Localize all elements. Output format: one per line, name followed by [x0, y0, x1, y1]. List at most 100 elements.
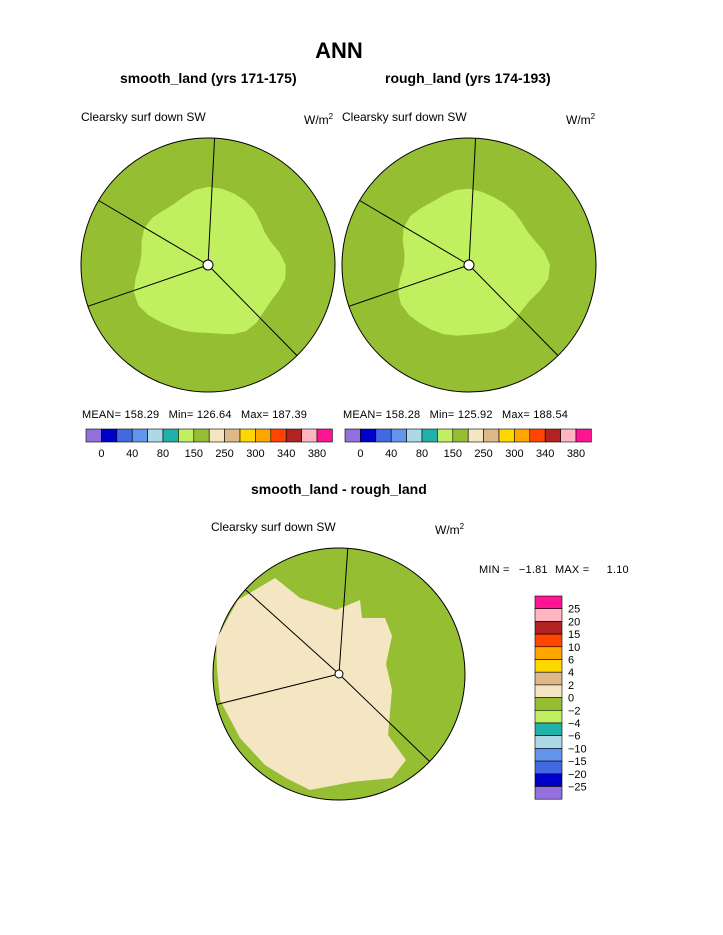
panel-2-colorbar-box [375, 428, 392, 443]
panel-3-colorbar-tick-label: 6 [568, 655, 574, 667]
panel-3-colorbar-box [534, 735, 563, 749]
panel-3-colorbar-box [534, 760, 563, 775]
panel-3-colorbar-box [534, 633, 563, 648]
panel-3-meridian-line [338, 673, 430, 762]
panel-2-colorbar-tick-label: 40 [385, 448, 397, 460]
panel-2-colorbar-tick-label: 300 [505, 448, 523, 460]
panel-3-colorbar-box [534, 646, 563, 660]
panel-2-min-value: 125.92 [457, 409, 493, 421]
panel-3-colorbar-tick-label: 2 [568, 680, 574, 692]
panel-2-inner-region [397, 188, 550, 336]
panel-1-colorbar-box [208, 428, 225, 443]
panel-2-colorbar-box [421, 428, 438, 443]
panel-1-mean-label: MEAN= [82, 409, 122, 421]
panel-2-mean-label: MEAN= [343, 409, 383, 421]
panel-3-colorbar-tick-label: −10 [568, 743, 587, 755]
panel-3-meridian-line [338, 548, 349, 675]
panel-1-units-exponent: 2 [328, 112, 334, 121]
panel-2-max-value: 188.54 [533, 409, 569, 421]
panel-3-colorbar-box [534, 608, 563, 622]
panel-3-colorbar-box [534, 659, 563, 673]
panel-3-colorbar-box [534, 684, 563, 698]
panel-1-pole-marker [202, 259, 214, 271]
panel-3-min-value: −1.81 [518, 564, 548, 576]
panel-1-meridian-line [207, 138, 216, 266]
panel-3-units-base: W/m [435, 523, 460, 537]
panel-1-colorbar-tick-label: 250 [215, 448, 233, 460]
panel-3-colorbar-tick-label: 25 [568, 604, 580, 616]
panel-1-colorbar-box [285, 428, 302, 443]
panel-1-colorbar-tick-label: 40 [126, 448, 138, 460]
panel-3-colorbar-tick-label: 10 [568, 642, 580, 654]
panel-1-colorbar-box [85, 428, 102, 443]
panel-1-max-value: 187.39 [272, 409, 308, 421]
panel-1-colorbar-box [239, 428, 256, 443]
panel-2-colorbar-box [544, 428, 561, 443]
panel-3-colorbar-tick-label: −25 [568, 782, 587, 794]
panel-2-meridian-line [359, 200, 470, 266]
panel-3-units-exponent: 2 [459, 522, 465, 531]
panel-1-min-value: 126.64 [196, 409, 232, 421]
panel-3-colorbar-tick-label: −6 [568, 731, 581, 743]
panel-1-max-label: Max= [240, 409, 269, 421]
panel-3-title: smooth_land - rough_land [251, 481, 427, 497]
panel-2-colorbar-box [483, 428, 500, 443]
panel-1-stats: MEAN= 158.29 Min= 126.64 Max= 187.39 [82, 409, 307, 421]
panel-3-variable-label: Clearsky surf down SW [211, 520, 336, 534]
panel-2-meridian-line [348, 264, 470, 307]
panel-1-colorbar-box [316, 428, 333, 443]
panel-2-colorbar-box [344, 428, 361, 443]
panel-3-colorbar-tick-label: 20 [568, 616, 580, 628]
panel-2-mean-value: 158.28 [385, 409, 421, 421]
panel-2-colorbar-tick-label: 380 [567, 448, 585, 460]
panel-1-colorbar-tick-label: 80 [157, 448, 169, 460]
panel-2-colorbar-box [560, 428, 577, 443]
panel-1-colorbar-box [301, 428, 318, 443]
panel-2-colorbar-tick-label: 0 [357, 448, 363, 460]
panel-2-colorbar-box [390, 428, 407, 443]
panel-3-stats: MIN = −1.81 MAX = 1.10 [479, 564, 629, 576]
panel-3-colorbar-box [534, 786, 563, 800]
panel-1-colorbar-tick-label: 150 [185, 448, 203, 460]
panel-3-min-label: MIN = [479, 564, 510, 576]
panel-2-units: W/m2 [566, 112, 595, 127]
panel-2-stats: MEAN= 158.28 Min= 125.92 Max= 188.54 [343, 409, 568, 421]
panel-3-colorbar-tick-label: 15 [568, 629, 580, 641]
panel-2-colorbar-box [360, 428, 377, 443]
panel-3-colorbar-box [534, 595, 563, 609]
panel-3-colorbar-tick-label: −2 [568, 705, 581, 717]
panel-1-variable-label: Clearsky surf down SW [81, 110, 206, 124]
panel-3-colorbar-tick-label: 0 [568, 693, 574, 705]
panel-3-colorbar-box [534, 722, 563, 736]
panel-2-colorbar-box [529, 428, 546, 443]
panel-2-min-label: Min= [429, 409, 455, 421]
panel-1-title: smooth_land (yrs 171-175) [120, 70, 297, 86]
panel-3-meridian-line [245, 589, 340, 675]
panel-3-colorbar-box [534, 671, 563, 686]
panel-1-min-label: Min= [168, 409, 194, 421]
panel-1-colorbar-tick-label: 380 [308, 448, 326, 460]
panel-2-units-base: W/m [566, 113, 591, 127]
panel-1-colorbar-box [224, 428, 241, 443]
panel-2-colorbar-box [467, 428, 484, 443]
panel-1-colorbar-box [178, 428, 195, 443]
panel-2-pole-marker [463, 259, 475, 271]
panel-3-colorbar-box [534, 773, 563, 787]
panel-2-variable-label: Clearsky surf down SW [342, 110, 467, 124]
panel-2-colorbar-box [498, 428, 515, 443]
panel-1-colorbar-tick-label: 0 [98, 448, 104, 460]
panel-2-units-exponent: 2 [590, 112, 596, 121]
panel-2-colorbar-tick-label: 250 [474, 448, 492, 460]
panel-1-mean-value: 158.29 [124, 409, 160, 421]
panel-3-colorbar-tick-label: −4 [568, 718, 581, 730]
panel-2-max-label: Max= [501, 409, 530, 421]
panel-2-meridian-line [468, 138, 477, 266]
panel-3-colorbar-box [534, 748, 563, 762]
panel-3-meridian-line [216, 673, 340, 705]
panel-1-meridian-line [87, 264, 209, 307]
panel-1-units: W/m2 [304, 112, 333, 127]
panel-2-colorbar-tick-label: 80 [416, 448, 428, 460]
panel-1-colorbar-box [193, 428, 210, 443]
panel-2-meridian-line [468, 264, 559, 356]
